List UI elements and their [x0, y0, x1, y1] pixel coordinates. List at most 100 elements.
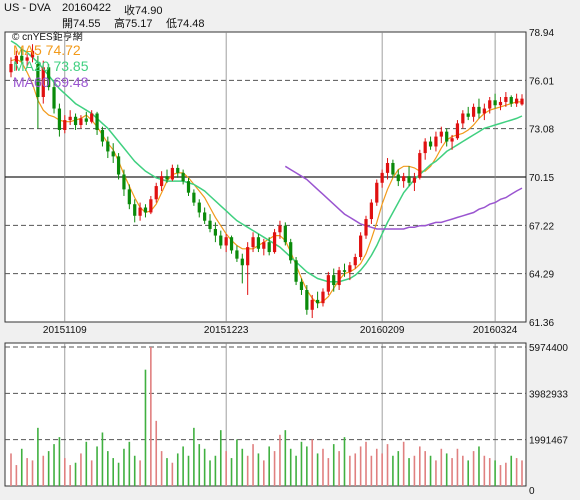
candle — [418, 149, 422, 180]
candle — [84, 111, 88, 126]
candle — [455, 120, 460, 140]
candle — [100, 126, 105, 147]
volume-bar — [31, 460, 34, 486]
volume-bar — [413, 455, 416, 486]
candle-body — [461, 113, 465, 124]
candle-body — [391, 162, 395, 175]
volume-bar — [472, 451, 475, 486]
candle — [256, 233, 261, 253]
candle — [423, 138, 427, 160]
candle — [181, 169, 185, 185]
candle — [143, 204, 148, 218]
candle — [504, 92, 508, 107]
candle — [208, 214, 212, 233]
candle-body — [192, 192, 196, 203]
volume-tick-label: 3982933 — [529, 389, 568, 400]
candle — [41, 60, 45, 104]
candle-body — [520, 98, 524, 105]
candle — [186, 177, 191, 196]
candle-body — [47, 67, 51, 88]
candle — [471, 103, 476, 122]
volume-bar — [338, 451, 340, 486]
candle-body — [154, 186, 158, 200]
candle-body — [165, 176, 169, 180]
volume-bar — [268, 446, 270, 486]
candle-body — [90, 113, 94, 122]
candle-body — [353, 257, 357, 266]
candle — [20, 49, 24, 65]
volume-bar — [311, 439, 314, 486]
candle-body — [79, 118, 83, 126]
candle — [294, 257, 298, 286]
candle-body — [149, 199, 153, 213]
volume-bar — [236, 439, 238, 486]
candle-body — [208, 220, 212, 229]
volume-bar — [123, 448, 125, 486]
candle-body — [342, 270, 347, 272]
candle — [391, 159, 395, 178]
candle-body — [57, 108, 62, 130]
candle — [235, 245, 239, 262]
candle — [267, 237, 271, 256]
candle — [106, 136, 110, 159]
candle-body — [251, 237, 255, 248]
volume-bar — [349, 455, 351, 486]
volume-bar — [225, 451, 227, 486]
candle-body — [213, 228, 218, 236]
candle-body — [68, 116, 72, 121]
candle-body — [299, 281, 304, 290]
volume-bar — [429, 455, 432, 486]
candle-body — [41, 67, 45, 97]
candle-body — [106, 141, 110, 152]
candle — [149, 195, 153, 215]
volume-bar — [107, 451, 109, 486]
candle — [380, 169, 384, 188]
volume-bar — [241, 448, 244, 486]
candle-body — [289, 242, 293, 261]
volume-bar — [397, 451, 400, 486]
candle — [57, 103, 62, 137]
candle-body — [127, 189, 131, 205]
candle — [262, 238, 266, 256]
volume-bar — [300, 441, 303, 486]
volume-bar — [246, 455, 249, 486]
candle-body — [73, 116, 78, 126]
volume-bar — [354, 453, 357, 486]
price-tick-label: 64.29 — [529, 270, 554, 281]
volume-bar — [47, 451, 50, 486]
candle — [127, 184, 131, 210]
volume-bar — [42, 455, 45, 486]
candle-body — [466, 113, 470, 117]
candle-body — [477, 106, 481, 114]
candle-body — [176, 167, 180, 173]
price-tick-label: 61.36 — [529, 318, 554, 329]
date-tick-label: 20151223 — [204, 325, 249, 336]
candle — [332, 268, 336, 292]
candle — [493, 93, 497, 109]
candle-body — [375, 182, 379, 203]
candle-body — [321, 291, 325, 304]
volume-bar — [193, 427, 195, 486]
volume-bar — [69, 465, 71, 486]
candle — [197, 199, 201, 218]
candle-body — [224, 237, 228, 246]
candle — [498, 96, 503, 111]
volume-bar — [219, 430, 222, 486]
open-price-label: 開74.55 — [62, 18, 101, 30]
candle-body — [348, 265, 352, 272]
candle-body — [52, 87, 56, 109]
volume-bar — [58, 437, 61, 486]
candle-body — [229, 237, 234, 251]
volume-bar — [176, 453, 179, 486]
price-tick-label: 76.01 — [529, 76, 554, 87]
candle — [9, 57, 13, 78]
candle-body — [240, 258, 244, 266]
candle — [47, 64, 51, 91]
volume-bar — [375, 448, 378, 486]
volume-bar — [279, 434, 281, 486]
candle — [272, 228, 277, 254]
price-tick-label: 73.08 — [529, 125, 554, 136]
volume-bar — [96, 446, 98, 486]
candle-body — [235, 250, 239, 259]
